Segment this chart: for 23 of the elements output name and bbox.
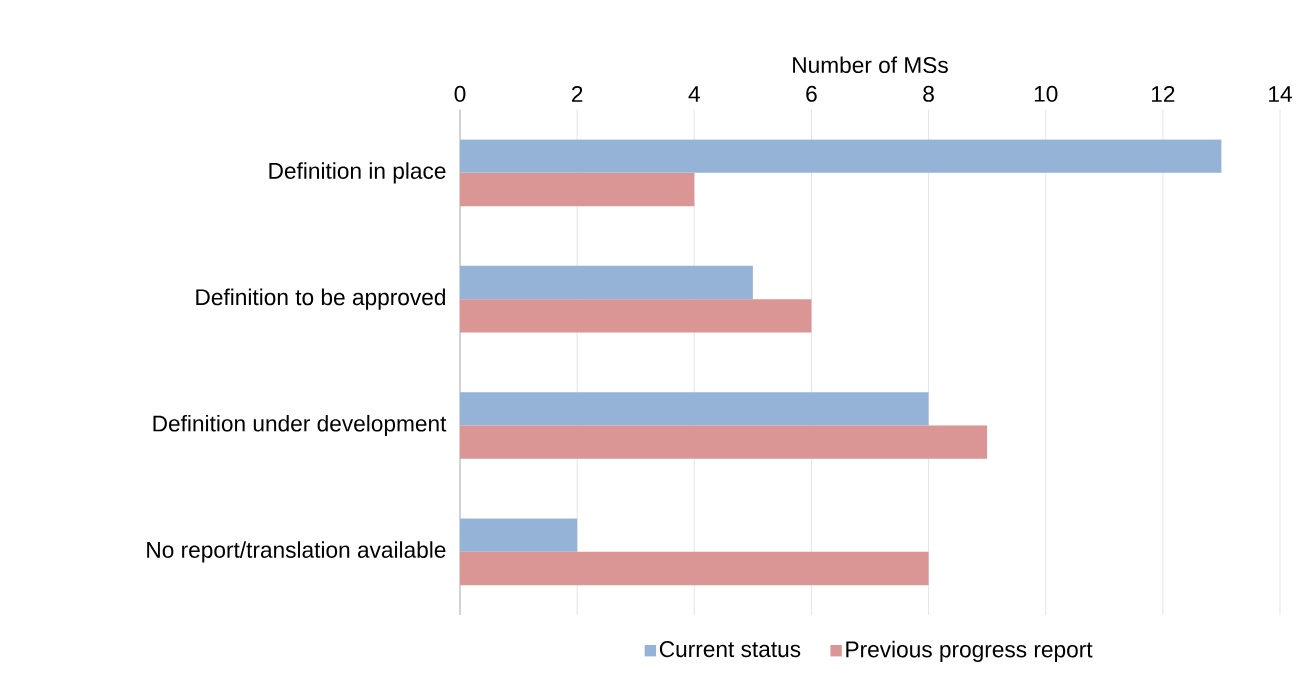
bar bbox=[460, 551, 929, 586]
y-tick-label: No report/translation available bbox=[147, 541, 446, 563]
x-axis-title: Number of MSs bbox=[793, 56, 948, 74]
bar bbox=[460, 265, 753, 300]
bar bbox=[460, 425, 988, 459]
x-tick-label: 10 bbox=[1034, 85, 1058, 102]
y-tick-label: Definition to be approved bbox=[196, 288, 445, 310]
legend-label: Current status bbox=[659, 641, 801, 658]
bar bbox=[460, 139, 1222, 173]
x-tick-label: 0 bbox=[454, 85, 466, 102]
bar bbox=[460, 299, 812, 333]
x-tick-label: 8 bbox=[923, 85, 934, 102]
bar bbox=[460, 518, 578, 552]
bar bbox=[460, 172, 695, 207]
y-tick-label: Definition in place bbox=[269, 162, 446, 184]
bar bbox=[460, 392, 929, 426]
x-tick-label: 14 bbox=[1269, 86, 1292, 102]
legend-label: Previous progress report bbox=[846, 640, 1093, 662]
x-tick-label: 2 bbox=[571, 86, 583, 102]
x-tick-label: 12 bbox=[1151, 86, 1175, 102]
x-tick-label: 6 bbox=[806, 85, 817, 102]
x-tick-label: 4 bbox=[688, 86, 700, 102]
y-tick-label: Definition under development bbox=[153, 414, 447, 437]
